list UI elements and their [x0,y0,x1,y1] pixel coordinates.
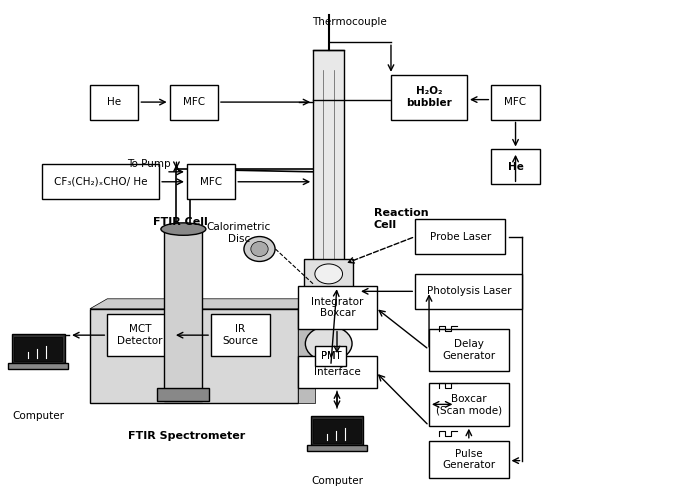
Ellipse shape [161,223,206,235]
FancyBboxPatch shape [107,314,173,356]
FancyBboxPatch shape [313,419,361,443]
FancyBboxPatch shape [187,164,235,199]
FancyBboxPatch shape [298,356,377,388]
FancyBboxPatch shape [311,416,363,445]
FancyBboxPatch shape [90,309,298,403]
Text: He: He [107,97,121,107]
Text: MFC: MFC [504,97,527,107]
Text: PMT: PMT [320,351,341,361]
Ellipse shape [315,264,343,284]
FancyBboxPatch shape [12,334,64,363]
FancyBboxPatch shape [415,219,505,254]
FancyBboxPatch shape [8,363,68,369]
Text: IR
Source: IR Source [223,324,258,346]
FancyBboxPatch shape [429,441,509,478]
Text: Thermocouple: Thermocouple [312,17,387,27]
FancyBboxPatch shape [42,164,159,199]
FancyBboxPatch shape [315,346,346,366]
FancyBboxPatch shape [158,388,209,401]
FancyBboxPatch shape [90,85,138,120]
FancyBboxPatch shape [170,85,218,120]
Ellipse shape [305,326,352,361]
FancyBboxPatch shape [429,383,509,426]
FancyBboxPatch shape [307,445,367,451]
Text: Delay
Generator: Delay Generator [442,339,495,361]
FancyBboxPatch shape [415,274,522,309]
Text: Computer: Computer [311,476,363,486]
Text: Integrator
Boxcar: Integrator Boxcar [311,297,363,318]
FancyBboxPatch shape [491,85,540,120]
Text: Calorimetric
Disc: Calorimetric Disc [207,223,271,244]
FancyBboxPatch shape [15,337,62,361]
FancyBboxPatch shape [165,229,203,401]
Text: He: He [508,162,523,172]
Text: Interface: Interface [314,367,361,377]
FancyBboxPatch shape [298,286,377,329]
Text: FTIR Spectrometer: FTIR Spectrometer [128,431,246,441]
Ellipse shape [244,237,275,261]
Polygon shape [90,299,315,309]
Text: To Pump: To Pump [127,159,171,169]
FancyBboxPatch shape [391,75,467,120]
Text: PMT: PMT [320,351,341,361]
FancyBboxPatch shape [313,50,344,349]
Text: MFC: MFC [183,97,205,107]
Ellipse shape [251,242,268,256]
FancyBboxPatch shape [304,259,353,289]
FancyBboxPatch shape [429,329,509,371]
Text: Boxcar
(Scan mode): Boxcar (Scan mode) [436,394,502,415]
FancyBboxPatch shape [298,309,315,403]
FancyBboxPatch shape [211,314,270,356]
FancyBboxPatch shape [491,149,540,184]
Text: Reaction
Cell: Reaction Cell [374,208,428,230]
Text: MFC: MFC [200,177,222,187]
Text: CF₃(CH₂)ₓCHO/ He: CF₃(CH₂)ₓCHO/ He [53,177,147,187]
Text: MCT
Detector: MCT Detector [118,324,163,346]
Text: H₂O₂
bubbler: H₂O₂ bubbler [406,86,452,108]
Text: Photolysis Laser: Photolysis Laser [426,286,511,296]
Text: FTIR Cell: FTIR Cell [152,217,208,227]
Text: Computer: Computer [12,411,64,421]
Text: Pulse
Generator: Pulse Generator [442,449,495,470]
Text: Probe Laser: Probe Laser [430,232,491,242]
